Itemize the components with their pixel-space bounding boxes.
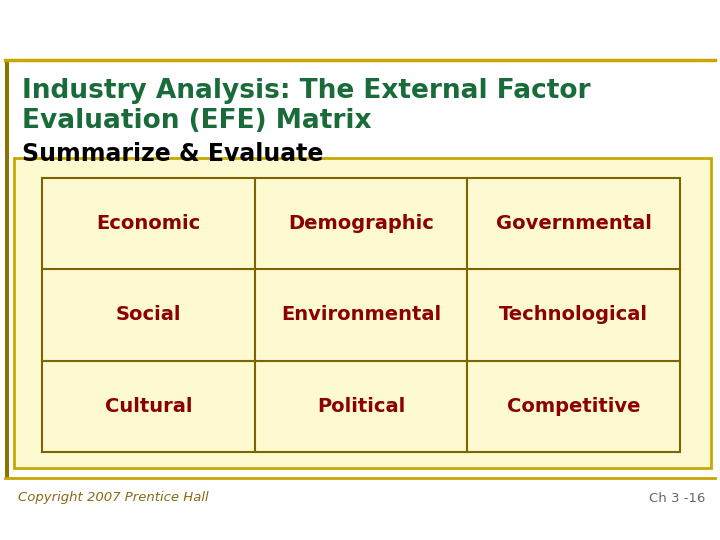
Text: Industry Analysis: The External Factor: Industry Analysis: The External Factor [22, 78, 590, 104]
Text: Cultural: Cultural [104, 397, 192, 416]
Text: Governmental: Governmental [496, 214, 652, 233]
Bar [42, 178, 680, 452]
Text: Ch 3 -16: Ch 3 -16 [649, 491, 705, 504]
Text: Competitive: Competitive [507, 397, 640, 416]
Text: Summarize & Evaluate: Summarize & Evaluate [22, 142, 323, 166]
Bar [14, 158, 711, 468]
Text: Copyright 2007 Prentice Hall: Copyright 2007 Prentice Hall [18, 491, 209, 504]
Text: Social: Social [116, 306, 181, 325]
Text: Demographic: Demographic [288, 214, 434, 233]
Text: Technological: Technological [499, 306, 648, 325]
Text: Evaluation (EFE) Matrix: Evaluation (EFE) Matrix [22, 108, 372, 134]
Text: Environmental: Environmental [281, 306, 441, 325]
Bar [5, 60, 9, 478]
Text: Economic: Economic [96, 214, 200, 233]
Text: Political: Political [317, 397, 405, 416]
